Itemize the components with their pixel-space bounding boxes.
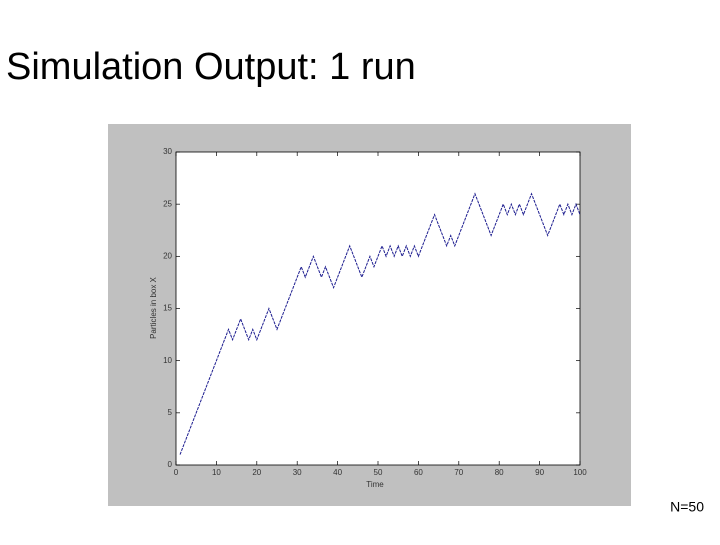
data-line [179, 192, 581, 455]
x-tick-label: 90 [535, 468, 544, 477]
y-tick-label: 20 [163, 251, 172, 260]
x-tick-label: 80 [495, 468, 504, 477]
plot-area [175, 151, 581, 466]
y-axis-label: Particles in box X [149, 276, 158, 338]
y-tick-label: 5 [168, 408, 173, 417]
x-tick-label: 30 [293, 468, 302, 477]
slide-title: Simulation Output: 1 run [6, 46, 416, 88]
y-tick-label: 0 [168, 460, 173, 469]
y-tick-label: 15 [163, 304, 172, 313]
x-tick-label: 40 [333, 468, 342, 477]
y-tick-label: 30 [163, 147, 172, 156]
x-tick-label: 70 [454, 468, 463, 477]
y-tick-label: 25 [163, 199, 172, 208]
x-axis-label: Time [366, 480, 384, 489]
x-tick-label: 20 [252, 468, 261, 477]
x-tick-label: 100 [573, 468, 587, 477]
x-tick-label: 60 [414, 468, 423, 477]
y-tick-label: 10 [163, 356, 172, 365]
annotation: N=50 [670, 499, 704, 515]
x-tick-label: 0 [174, 468, 179, 477]
x-tick-label: 10 [212, 468, 221, 477]
x-tick-label: 50 [374, 468, 383, 477]
